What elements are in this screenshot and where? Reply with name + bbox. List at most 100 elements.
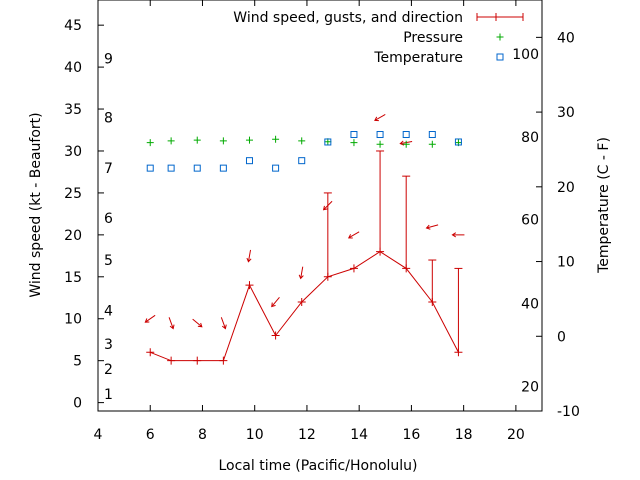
- pressure-point: [146, 139, 154, 147]
- temperature-point: [402, 131, 410, 139]
- pressure-point: [402, 140, 410, 148]
- y2-tick-label: 10: [557, 255, 575, 271]
- y-axis-label: Wind speed (kt - Beaufort): [28, 112, 44, 297]
- temperature-point: [376, 131, 384, 139]
- pressure-point: [272, 135, 280, 143]
- beaufort-label: 4: [104, 303, 113, 319]
- fahrenheit-label: 60: [521, 213, 539, 229]
- wind-direction-arrow: [271, 297, 280, 308]
- x-tick-label: 4: [94, 427, 103, 443]
- beaufort-label: 2: [104, 362, 113, 378]
- pressure-point: [193, 136, 201, 144]
- pressure-point: [376, 140, 384, 148]
- y2-tick-label: 0: [557, 329, 566, 345]
- legend-symbol-temperature: [496, 53, 504, 61]
- pressure-point: [428, 140, 436, 148]
- temperature-point: [193, 164, 201, 172]
- y-tick-label: 40: [64, 60, 82, 76]
- fahrenheit-scale: 20 40 60 80 100: [512, 47, 539, 396]
- pressure-point: [219, 137, 227, 145]
- temperature-point: [245, 157, 253, 165]
- y-tick-label: 45: [64, 18, 82, 34]
- wind-direction-arrow: [144, 314, 156, 323]
- beaufort-label: 1: [104, 387, 113, 403]
- y-tick-label: 30: [64, 144, 82, 160]
- wind-speed-point: [167, 356, 176, 365]
- temperature-point: [428, 131, 436, 139]
- y-tick-label: 0: [73, 396, 82, 412]
- fahrenheit-label: 100: [512, 47, 539, 63]
- wind-direction-arrow: [347, 231, 360, 239]
- wind-direction-arrow: [451, 232, 465, 238]
- temperature-point: [324, 138, 332, 146]
- x-tick-label: 20: [507, 427, 525, 443]
- wind-speed-point: [402, 264, 411, 273]
- temperature-point: [167, 164, 175, 172]
- y2-tick-label: -10: [557, 404, 580, 420]
- beaufort-label: 5: [104, 253, 113, 269]
- wind-speed-point: [428, 297, 437, 306]
- y2-tick-label: 20: [557, 180, 575, 196]
- y2-axis-label: Temperature (C - F): [596, 137, 612, 274]
- wind-direction-arrow: [298, 266, 304, 280]
- axis-ticks: 4 6 8 10 12 14 16 18 20051015202530354045-100102…: [64, 0, 580, 443]
- wind-direction-arrow: [322, 200, 333, 211]
- y2-tick-label: 30: [557, 105, 575, 121]
- pressure-point: [350, 139, 358, 147]
- y-tick-label: 15: [64, 270, 82, 286]
- y-tick-label: 25: [64, 186, 82, 202]
- legend-symbol-wind: [476, 13, 524, 21]
- x-tick-label: 6: [146, 427, 155, 443]
- wind-direction-arrow: [220, 317, 227, 330]
- beaufort-label: 9: [104, 52, 113, 68]
- temperature-point: [219, 164, 227, 172]
- legend: Wind speed, gusts, and direction Pressure…: [233, 10, 524, 66]
- x-tick-label: 14: [350, 427, 368, 443]
- wind-speed-point: [297, 297, 306, 306]
- temperature-point: [350, 131, 358, 139]
- wind-speed-point: [245, 281, 254, 290]
- temperature-point: [146, 164, 154, 172]
- wind-speed-line: [150, 251, 459, 362]
- wind-speed-point: [454, 348, 463, 357]
- series-layer: [144, 113, 465, 365]
- beaufort-label: 6: [104, 211, 113, 227]
- legend-symbol-pressure: [496, 33, 504, 41]
- beaufort-label: 3: [104, 337, 113, 353]
- temperature-point: [298, 157, 306, 165]
- y-tick-label: 35: [64, 102, 82, 118]
- temperature-point: [272, 164, 280, 172]
- fahrenheit-label: 80: [521, 130, 539, 146]
- x-tick-label: 12: [298, 427, 316, 443]
- pressure-point: [245, 136, 253, 144]
- y-tick-label: 10: [64, 312, 82, 328]
- fahrenheit-label: 20: [521, 379, 539, 395]
- legend-label: Wind speed, gusts, and direction: [233, 10, 463, 26]
- x-tick-label: 16: [402, 427, 420, 443]
- temperature-point: [454, 138, 462, 146]
- wind-speed-point: [376, 247, 385, 256]
- pressure-point: [167, 137, 175, 145]
- legend-label: Pressure: [403, 30, 463, 46]
- wind-direction-arrow: [425, 224, 439, 230]
- fahrenheit-label: 40: [521, 296, 539, 312]
- x-tick-label: 8: [198, 427, 207, 443]
- wind-direction-arrow: [246, 249, 252, 263]
- wind-speed-point: [219, 356, 228, 365]
- wind-direction-arrow: [168, 317, 175, 330]
- legend-label: Temperature: [373, 50, 463, 66]
- x-tick-label: 18: [455, 427, 473, 443]
- wind-speed-point: [193, 356, 202, 365]
- x-tick-label: 10: [246, 427, 264, 443]
- beaufort-label: 8: [104, 110, 113, 126]
- y2-tick-label: 40: [557, 30, 575, 46]
- wind-speed-point: [323, 272, 332, 281]
- wind-speed-point: [349, 264, 358, 273]
- beaufort-scale: 1 2 3 4 5 6 7 8 9: [104, 52, 113, 404]
- wind-direction-arrow: [192, 318, 203, 328]
- beaufort-label: 7: [104, 161, 113, 177]
- wind-speed-point: [271, 331, 280, 340]
- x-axis-label: Local time (Pacific/Honolulu): [218, 458, 417, 474]
- wind-speed-point: [146, 348, 155, 357]
